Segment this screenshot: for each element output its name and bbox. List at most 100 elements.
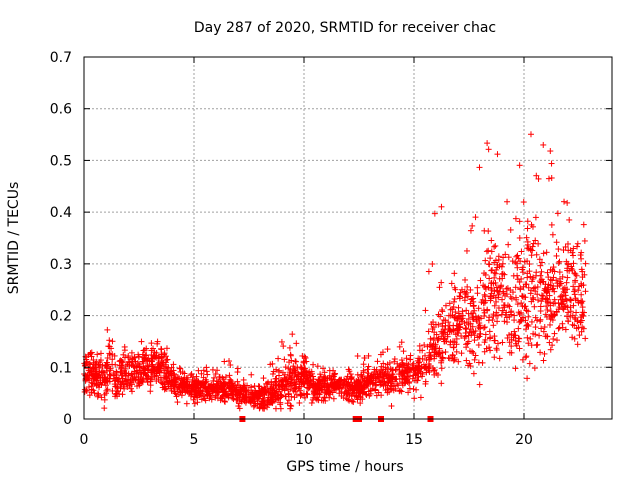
data-point bbox=[462, 276, 469, 283]
data-point bbox=[503, 291, 510, 298]
data-point bbox=[298, 379, 305, 386]
data-point bbox=[291, 385, 298, 392]
data-point bbox=[281, 356, 288, 363]
data-point bbox=[219, 392, 226, 399]
data-point bbox=[547, 266, 554, 273]
data-point bbox=[533, 172, 540, 179]
data-point bbox=[94, 351, 101, 358]
data-point bbox=[378, 392, 385, 399]
data-point bbox=[413, 386, 420, 393]
data-point bbox=[467, 227, 474, 234]
data-point bbox=[508, 308, 515, 315]
data-point bbox=[211, 387, 218, 394]
data-point bbox=[359, 373, 366, 380]
data-point bbox=[464, 293, 471, 300]
data-point bbox=[105, 343, 112, 350]
data-point bbox=[95, 392, 102, 399]
data-point bbox=[120, 382, 127, 389]
data-point bbox=[361, 355, 368, 362]
data-point bbox=[209, 366, 216, 373]
data-point bbox=[486, 275, 493, 282]
data-point bbox=[152, 364, 159, 371]
data-point bbox=[261, 402, 268, 409]
data-point bbox=[290, 363, 297, 370]
data-point bbox=[226, 372, 233, 379]
data-point bbox=[234, 378, 241, 385]
chart-title: Day 287 of 2020, SRMTID for receiver cha… bbox=[194, 20, 496, 36]
data-point bbox=[422, 363, 429, 370]
data-point bbox=[162, 375, 169, 382]
data-point bbox=[574, 341, 581, 348]
data-point bbox=[378, 363, 385, 370]
data-point bbox=[523, 326, 530, 333]
data-point bbox=[523, 281, 530, 288]
data-point bbox=[519, 293, 526, 300]
data-point bbox=[582, 335, 589, 342]
data-point bbox=[492, 294, 499, 301]
data-point bbox=[476, 164, 483, 171]
data-point bbox=[494, 151, 501, 158]
data-point bbox=[579, 304, 586, 311]
data-point bbox=[515, 325, 522, 332]
data-point bbox=[237, 384, 244, 391]
data-point bbox=[467, 363, 474, 370]
data-point bbox=[553, 277, 560, 284]
data-point bbox=[407, 366, 414, 373]
data-point bbox=[240, 376, 247, 383]
data-point bbox=[344, 373, 351, 380]
data-point bbox=[250, 403, 257, 410]
data-point bbox=[88, 353, 95, 360]
data-point bbox=[580, 313, 587, 320]
data-point bbox=[439, 349, 446, 356]
data-point bbox=[415, 374, 422, 381]
data-point bbox=[537, 303, 544, 310]
data-point bbox=[469, 323, 476, 330]
data-point bbox=[522, 303, 529, 310]
data-point bbox=[516, 335, 523, 342]
data-point bbox=[499, 275, 506, 282]
data-point bbox=[308, 379, 315, 386]
data-point bbox=[106, 378, 113, 385]
data-point bbox=[148, 351, 155, 358]
data-point bbox=[318, 397, 325, 404]
data-point bbox=[571, 270, 578, 277]
data-point bbox=[531, 365, 538, 372]
data-point bbox=[478, 299, 485, 306]
data-point bbox=[235, 403, 242, 410]
data-point bbox=[548, 312, 555, 319]
data-point bbox=[88, 368, 95, 375]
data-point bbox=[422, 378, 429, 385]
data-point bbox=[248, 384, 255, 391]
x-tick-label: 20 bbox=[515, 432, 533, 448]
data-point bbox=[493, 345, 500, 352]
data-point bbox=[533, 317, 540, 324]
data-point bbox=[555, 260, 562, 267]
data-point bbox=[536, 332, 543, 339]
data-point bbox=[528, 252, 535, 259]
data-point bbox=[505, 241, 512, 248]
data-point bbox=[569, 334, 576, 341]
data-point bbox=[442, 302, 449, 309]
data-point bbox=[331, 379, 338, 386]
data-point bbox=[535, 297, 542, 304]
data-point bbox=[574, 297, 581, 304]
data-point bbox=[389, 378, 396, 385]
data-point bbox=[419, 373, 426, 380]
data-point bbox=[161, 367, 168, 374]
data-point bbox=[582, 288, 589, 295]
data-point bbox=[248, 371, 255, 378]
data-point bbox=[169, 379, 176, 386]
data-point bbox=[396, 388, 403, 395]
data-point bbox=[144, 362, 151, 369]
data-point bbox=[534, 291, 541, 298]
data-point bbox=[480, 307, 487, 314]
data-point bbox=[132, 358, 139, 365]
data-point bbox=[421, 342, 428, 349]
data-point bbox=[574, 240, 581, 247]
data-point bbox=[300, 359, 307, 366]
data-point bbox=[532, 237, 539, 244]
data-point bbox=[519, 266, 526, 273]
data-point bbox=[109, 356, 116, 363]
data-point bbox=[98, 369, 105, 376]
data-point bbox=[288, 376, 295, 383]
